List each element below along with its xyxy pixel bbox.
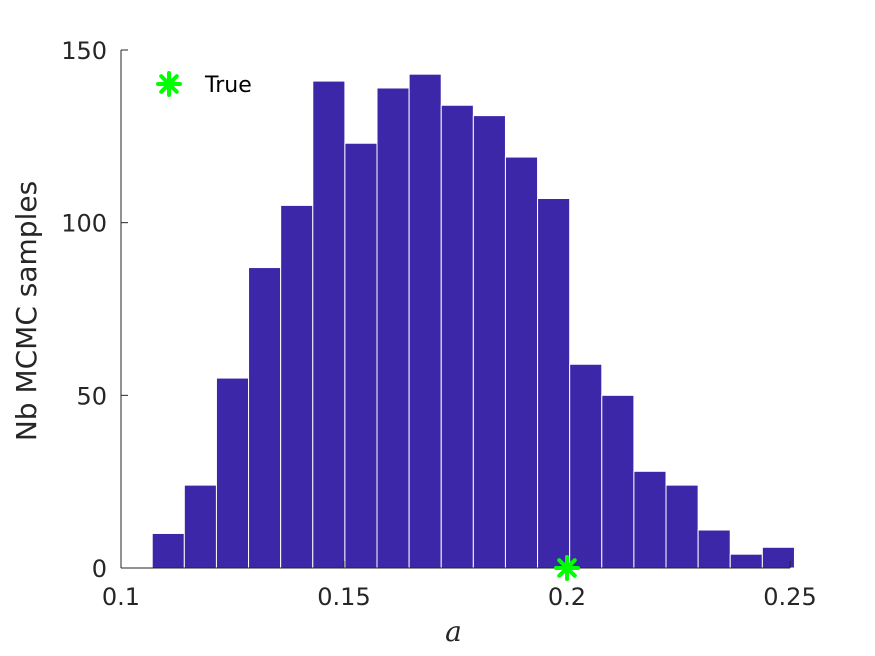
histogram-bar [601, 394, 635, 569]
y-tick-label: 50 [76, 382, 107, 410]
histogram-bar [312, 80, 346, 569]
histogram-bar [151, 532, 185, 569]
histogram-bar [537, 197, 571, 569]
y-tick-label: 100 [61, 210, 107, 238]
histogram-bar [408, 73, 442, 569]
histogram-bar [344, 142, 378, 569]
x-tick-label: 0.2 [548, 583, 586, 611]
histogram-bar [697, 529, 731, 569]
legend-marker-true [156, 71, 182, 97]
y-tick-label: 0 [92, 555, 107, 583]
markers-group [554, 555, 580, 581]
x-tick-label: 0.1 [102, 583, 140, 611]
histogram-bar [504, 156, 539, 569]
histogram-bar [248, 267, 282, 569]
axes-group [120, 50, 790, 569]
y-axis-label: Nb MCMC samples [10, 181, 43, 441]
histogram-bar [665, 484, 699, 569]
histogram-bar [183, 484, 217, 569]
x-tick-label: 0.25 [763, 583, 816, 611]
histogram-bar [215, 377, 250, 569]
true-value-marker [554, 555, 580, 581]
x-axis-label: a [445, 615, 462, 648]
histogram-bar [376, 87, 410, 569]
y-tick-label: 150 [61, 37, 107, 65]
histogram-bar [472, 115, 506, 569]
x-tick-label: 0.15 [317, 583, 370, 611]
histogram-bar [569, 363, 603, 569]
histogram-bar [440, 104, 474, 569]
legend: True [156, 71, 252, 98]
histogram-bar [729, 553, 763, 569]
bars-group [151, 73, 795, 569]
histogram-bar [633, 470, 667, 569]
x-ticks-group: 0.1 0.15 0.2 0.25 [102, 561, 817, 611]
legend-label-true: True [204, 73, 252, 98]
histogram-bar [280, 204, 314, 569]
legend-asterisk-icon [156, 71, 182, 97]
y-ticks-group: 0 50 100 150 [61, 37, 128, 583]
